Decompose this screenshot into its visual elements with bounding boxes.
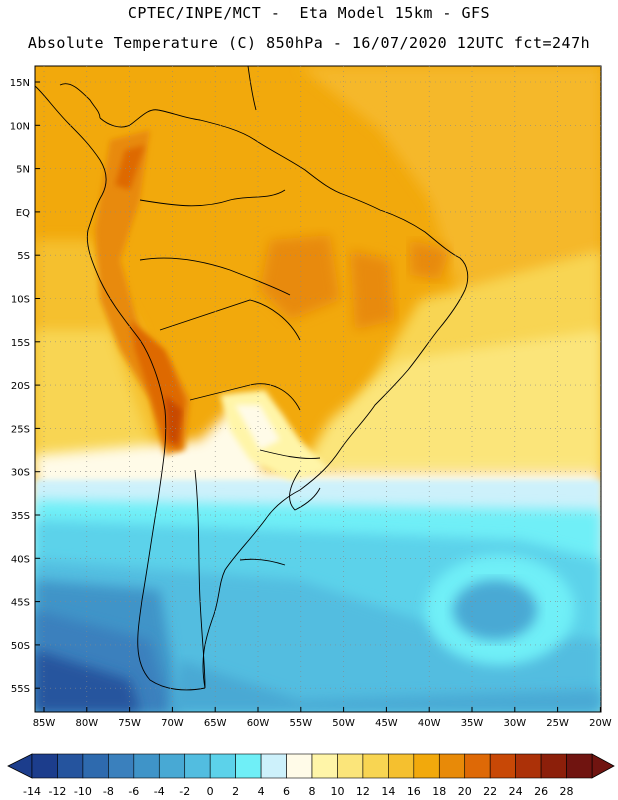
- colorbar-tick-label: 16: [407, 785, 421, 798]
- colorbar-tick-label: 26: [534, 785, 548, 798]
- colorbar-swatch: [31, 753, 58, 779]
- colorbar-tick-label: -2: [179, 785, 190, 798]
- colorbar: [7, 753, 615, 779]
- colorbar-tick-label: 6: [283, 785, 290, 798]
- colorbar-tick-label: 22: [483, 785, 497, 798]
- lat-label: EQ: [16, 208, 30, 219]
- colorbar-tick-label: 4: [258, 785, 265, 798]
- colorbar-under-arrow: [7, 753, 33, 779]
- colorbar-tick-label: -14: [23, 785, 41, 798]
- colorbar-swatch: [337, 753, 364, 779]
- colorbar-swatch: [108, 753, 135, 779]
- lat-label: 40S: [11, 554, 30, 565]
- colorbar-tick-label: -6: [128, 785, 139, 798]
- colorbar-tick-label: -12: [48, 785, 66, 798]
- colorbar-swatch: [311, 753, 338, 779]
- colorbar-tick-label: 0: [207, 785, 214, 798]
- lon-label: 80W: [75, 718, 98, 729]
- lon-label: 45W: [375, 718, 398, 729]
- colorbar-tick-label: 24: [509, 785, 523, 798]
- colorbar-tick-label: -4: [154, 785, 165, 798]
- colorbar-tick-label: 10: [330, 785, 344, 798]
- lon-label: 30W: [503, 718, 526, 729]
- lon-label: 20W: [589, 718, 612, 729]
- lon-label: 70W: [161, 718, 184, 729]
- graticule: [35, 66, 601, 712]
- colorbar-tick-label: 28: [560, 785, 574, 798]
- lon-label: 60W: [247, 718, 270, 729]
- lat-label: 35S: [11, 511, 30, 522]
- map-frame: [34, 65, 602, 713]
- lon-label: 55W: [289, 718, 312, 729]
- colorbar-tick-label: 18: [432, 785, 446, 798]
- lat-label: 15N: [10, 78, 30, 89]
- colorbar-over-arrow: [591, 753, 615, 779]
- lat-label: 45S: [11, 598, 30, 609]
- lat-label: 10S: [11, 295, 30, 306]
- lat-label: 10N: [10, 121, 30, 132]
- lon-label: 65W: [204, 718, 227, 729]
- colorbar-tick-label: 12: [356, 785, 370, 798]
- colorbar-swatch: [260, 753, 287, 779]
- lon-label: 75W: [118, 718, 141, 729]
- colorbar-labels: -14 -12 -10 -8 -6 -4 -2 0 2 4 6 8 10 12 14 16 18 20 22 24 26…: [23, 785, 574, 798]
- colorbar-swatch: [158, 753, 186, 779]
- latitude-labels: 15N 10N 5N EQ 5S 10S 15S 20S 25S 30S 35S 40S 45S 50S 5…: [10, 78, 30, 695]
- colorbar-swatch: [489, 753, 516, 779]
- lat-label: 50S: [11, 641, 30, 652]
- lat-label: 5S: [17, 251, 30, 262]
- colorbar-swatch: [209, 753, 236, 779]
- lat-label: 20S: [11, 381, 30, 392]
- temperature-field: [35, 66, 601, 712]
- colorbar-tick-label: 8: [309, 785, 316, 798]
- map-title-line2: Absolute Temperature (C) 850hPa - 16/07/…: [27, 34, 591, 52]
- coastlines: [35, 66, 469, 691]
- lon-label: 85W: [33, 718, 56, 729]
- colorbar-swatch: [286, 753, 313, 779]
- lat-label: 5N: [16, 165, 30, 176]
- lon-label: 35W: [461, 718, 484, 729]
- lat-label: 15S: [11, 338, 30, 349]
- colorbar-tick-label: -10: [74, 785, 92, 798]
- lon-label: 40W: [418, 718, 441, 729]
- colorbar-tick-label: 20: [458, 785, 472, 798]
- colorbar-swatch: [388, 753, 415, 779]
- longitude-labels: 85W 80W 75W 70W 65W 60W 55W 50W 45W 40W 35W 30W 25W 2…: [33, 718, 612, 729]
- lon-label: 50W: [332, 718, 355, 729]
- colorbar-swatch: [362, 753, 389, 779]
- lon-label: 25W: [546, 718, 569, 729]
- colorbar-swatch: [540, 753, 567, 779]
- colorbar-swatch: [57, 753, 84, 779]
- colorbar-tick-label: 2: [232, 785, 239, 798]
- colorbar-swatch: [413, 753, 440, 779]
- colorbar-swatch: [133, 753, 160, 779]
- colorbar-swatch: [82, 753, 109, 779]
- colorbar-tick-label: -8: [103, 785, 114, 798]
- map-title-line1: CPTEC/INPE/MCT - Eta Model 15km - GFS: [127, 4, 491, 22]
- colorbar-swatch: [515, 753, 542, 779]
- colorbar-swatch: [464, 753, 491, 779]
- lat-label: 25S: [11, 424, 30, 435]
- colorbar-tick-label: 14: [381, 785, 395, 798]
- colorbar-swatch: [438, 753, 466, 779]
- lat-label: 55S: [11, 684, 30, 695]
- lat-label: 30S: [11, 468, 30, 479]
- colorbar-swatch: [235, 753, 262, 779]
- colorbar-swatch: [184, 753, 211, 779]
- colorbar-swatch: [566, 753, 593, 779]
